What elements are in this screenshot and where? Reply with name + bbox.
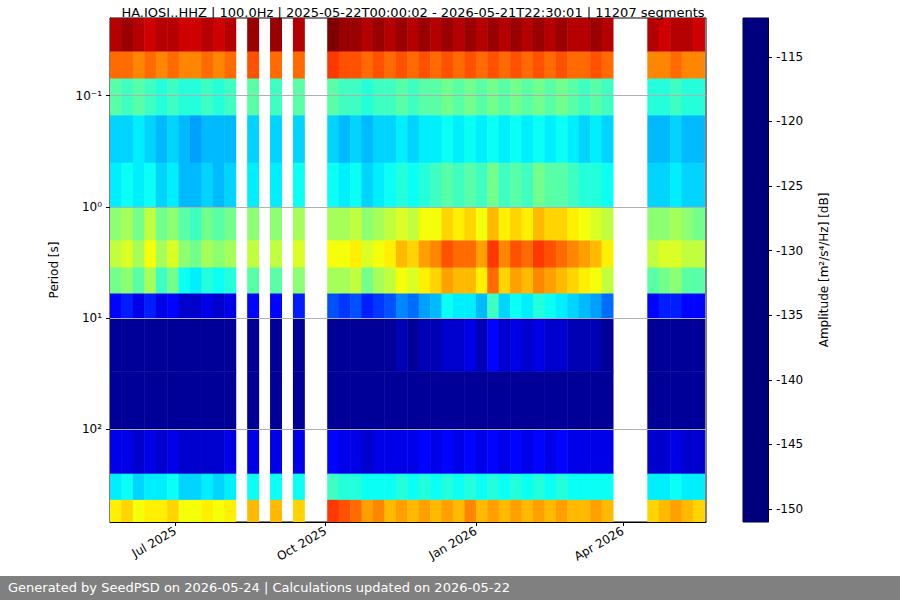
svg-text:10¹: 10¹ (82, 311, 102, 325)
svg-text:-130: -130 (776, 244, 803, 258)
svg-text:Period [s]: Period [s] (47, 242, 61, 299)
svg-text:Oct 2025: Oct 2025 (274, 524, 329, 564)
svg-text:-125: -125 (776, 179, 803, 193)
svg-text:Jan 2026: Jan 2026 (426, 524, 480, 563)
svg-text:-135: -135 (776, 308, 803, 322)
svg-text:10²: 10² (82, 422, 102, 436)
svg-text:Jul 2025: Jul 2025 (129, 524, 179, 561)
svg-text:-145: -145 (776, 437, 803, 451)
svg-text:HA.IOSI..HHZ | 100.0Hz | 2025-: HA.IOSI..HHZ | 100.0Hz | 2025-05-22T00:0… (121, 5, 704, 20)
svg-text:-150: -150 (776, 502, 803, 516)
svg-text:-120: -120 (776, 114, 803, 128)
svg-text:Apr 2026: Apr 2026 (572, 524, 627, 564)
svg-text:10⁰: 10⁰ (82, 200, 102, 214)
svg-text:-115: -115 (776, 50, 803, 64)
svg-text:10⁻¹: 10⁻¹ (76, 89, 103, 103)
svg-text:Generated by SeedPSD on 2026-0: Generated by SeedPSD on 2026-05-24 | Cal… (8, 580, 510, 595)
svg-text:-140: -140 (776, 373, 803, 387)
svg-text:Amplitude [m²/s⁴/Hz] [dB]: Amplitude [m²/s⁴/Hz] [dB] (817, 193, 831, 348)
